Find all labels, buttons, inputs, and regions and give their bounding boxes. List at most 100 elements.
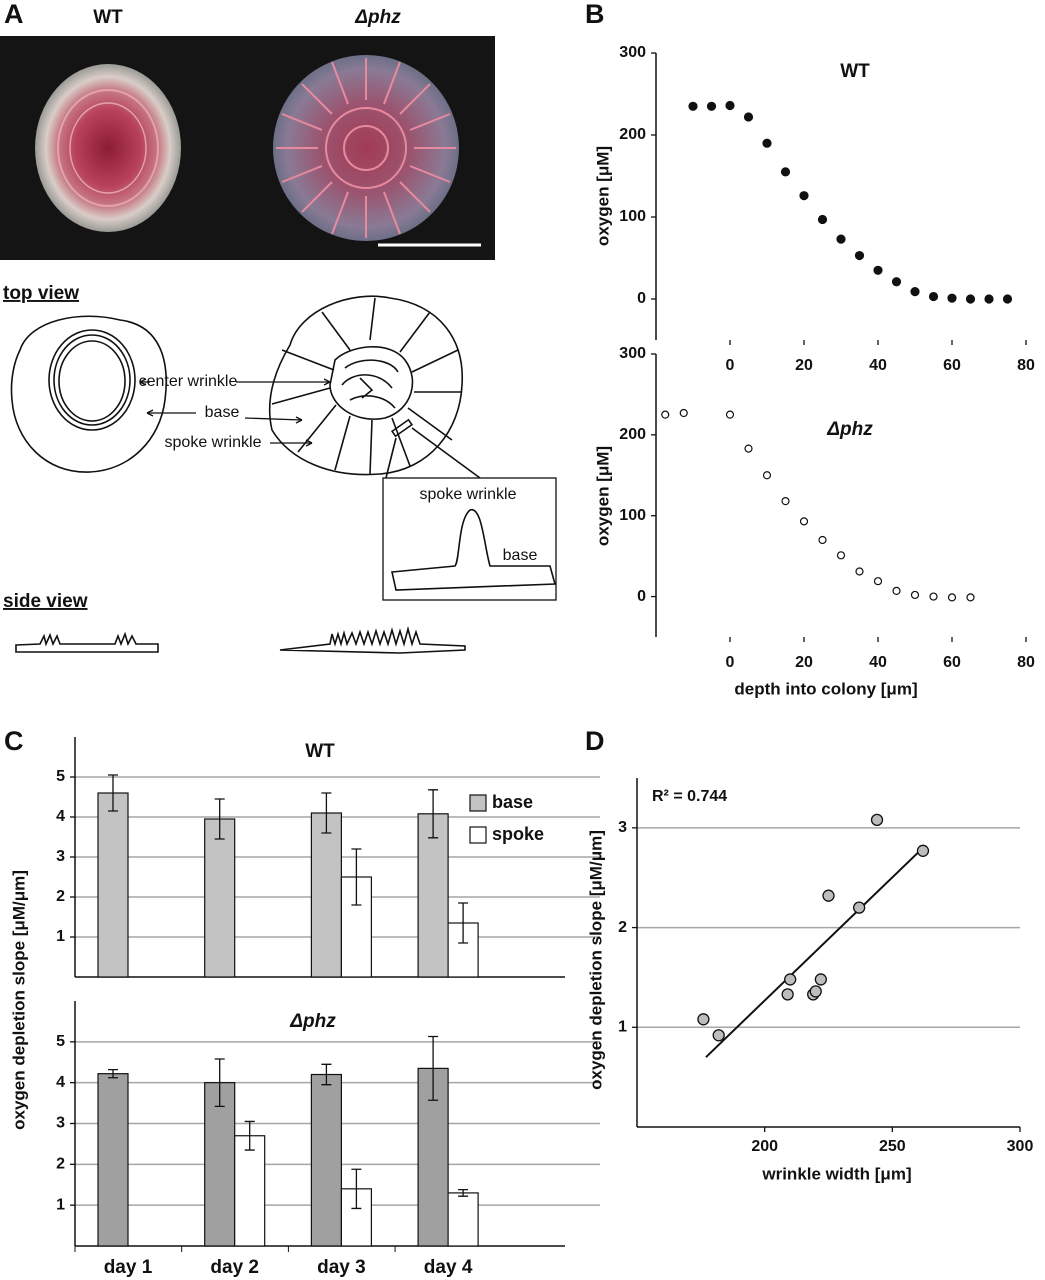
annotation: R² = 0.744 [652,788,727,805]
error-bar [428,1035,439,1101]
point [697,1013,710,1026]
point [873,265,883,275]
wt-drawing [10,315,167,473]
point [873,577,883,586]
x-tick-label: 60 [943,357,961,374]
bar [97,792,129,978]
x-tick-label: day 1 [104,1257,153,1278]
y-axis-label: oxygen [μM] [593,146,612,246]
section-label: top view [3,283,79,304]
legend-swatch [469,826,487,844]
point [836,234,846,244]
y-tick-label: 5 [56,768,65,785]
point [891,277,902,287]
panel-label: C [4,726,24,756]
y-tick-label: 200 [619,426,646,443]
x-tick-label: 40 [869,357,887,374]
bar [310,1073,342,1247]
y-tick-label: 3 [56,848,65,865]
x-tick-label: 0 [726,357,735,374]
error-bar [244,1120,255,1151]
inset-label: base [503,547,538,564]
bar [204,1082,236,1247]
x-tick-label: day 3 [317,1257,366,1278]
bar [204,818,236,978]
point [852,901,866,914]
point [762,138,772,148]
section-label: side view [3,591,88,612]
y-tick-label: 1 [56,928,65,945]
wt-ring [57,89,159,207]
x-tick-label: 0 [726,654,735,671]
error-bar [321,1063,332,1086]
point [822,889,835,902]
y-axis-label: oxygen depletion slope [μM/μm] [9,870,28,1130]
error-bar [108,1068,118,1079]
y-tick-label: 4 [56,808,65,825]
point [1002,294,1013,304]
phz-drawing [268,295,557,601]
point [661,410,670,419]
error-bar [321,792,332,834]
y-tick-label: 2 [56,1156,65,1173]
trendline [705,847,924,1058]
chart-title: Δphz [289,1011,336,1032]
legend-swatch [469,794,487,812]
point [743,112,754,122]
point [966,593,975,602]
annotation-arrows [139,378,331,447]
x-axis-label: wrinkle width [μm] [761,1164,911,1183]
y-tick-label: 0 [637,588,646,605]
y-axis-label: oxygen [μM] [593,446,612,546]
x-tick-label: 250 [879,1138,906,1155]
y-tick-label: 300 [619,345,646,362]
legend-label: base [492,792,533,812]
panel-label: A [4,0,24,29]
point [818,535,827,545]
photo-label: Δphz [354,7,401,28]
bar [234,1135,266,1247]
panel-label: B [585,0,605,29]
wt-colony [35,64,181,232]
y-tick-label: 200 [619,126,646,143]
bar [447,1192,479,1247]
error-bar [351,1168,362,1210]
panel-label: D [585,726,605,756]
inset-label: spoke wrinkle [420,486,517,503]
error-bar [214,1058,225,1107]
point [870,813,884,827]
point [679,408,688,418]
point [892,586,901,596]
point [928,291,939,302]
x-tick-label: 80 [1017,654,1035,671]
point [799,517,809,526]
y-tick-label: 0 [637,290,646,307]
chart-title: Δphz [826,419,873,440]
point [854,250,865,261]
y-tick-label: 3 [618,819,627,836]
point [688,101,698,111]
bar [310,812,342,978]
x-tick-label: 200 [751,1138,778,1155]
point [910,590,920,600]
point [799,191,809,201]
wt-ring [69,102,147,194]
y-tick-label: 5 [56,1033,65,1050]
point [814,973,827,986]
point [836,551,846,560]
error-bar [351,848,362,906]
point [809,985,822,998]
point [725,100,735,111]
y-tick-label: 300 [619,44,646,61]
point [781,988,794,1001]
y-tick-label: 1 [618,1019,627,1036]
photo-label: WT [93,7,123,28]
x-tick-label: 80 [1017,357,1035,374]
point [706,101,717,111]
annotation: base [205,404,240,421]
annotation: spoke wrinkle [165,434,262,451]
y-tick-label: 4 [56,1074,65,1091]
point [817,214,828,225]
point [855,567,864,576]
